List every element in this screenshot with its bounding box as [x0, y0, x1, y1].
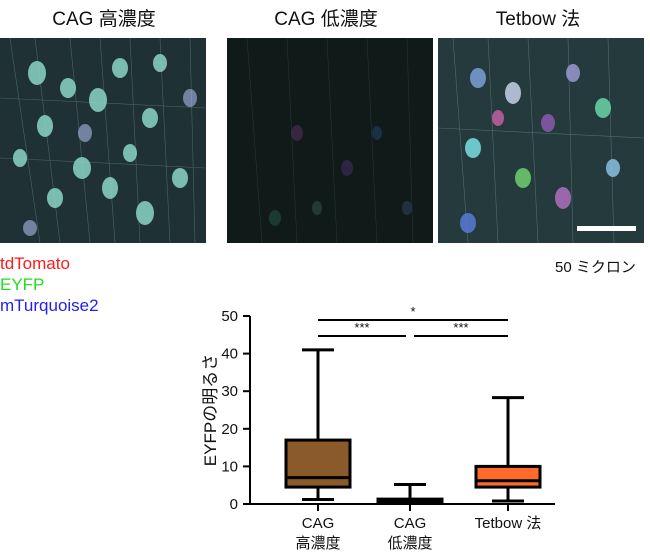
- scale-bar-label: 50 ミクロン: [555, 259, 636, 276]
- x-category-label: 低濃度: [387, 535, 432, 552]
- y-tick-label: 10: [221, 458, 238, 475]
- box: [284, 438, 352, 489]
- significance-label: ***: [354, 320, 369, 335]
- y-tick-label: 40: [221, 346, 238, 363]
- x-category-label: CAG: [302, 515, 335, 532]
- panel-title-cag-low: CAG 低濃度: [274, 9, 378, 30]
- micrograph-tetbow: [438, 38, 644, 243]
- y-axis-label: EYFPの明るさ: [201, 354, 220, 466]
- micrograph-cag-high: [0, 38, 206, 243]
- legend-mturquoise2: mTurquoise2: [0, 296, 99, 315]
- y-tick-label: 20: [221, 421, 238, 438]
- scale-bar: [577, 226, 636, 231]
- x-category-label: CAG: [394, 515, 427, 532]
- micrograph-cag-low: [227, 38, 433, 243]
- significance-label: *: [410, 304, 415, 319]
- x-category-label: 高濃度: [295, 535, 340, 552]
- eyfp-boxplot: 0 10 20 30 40 50 EYFPの明るさ CAG 高濃度 CAG 低濃度 Tetbow 法 *…: [201, 304, 555, 552]
- box: [474, 464, 542, 489]
- y-tick-label: 50: [221, 308, 238, 325]
- panel-title-cag-high: CAG 高濃度: [52, 9, 156, 30]
- x-category-label: Tetbow 法: [475, 515, 542, 532]
- panel-title-tetbow: Tetbow 法: [495, 9, 581, 30]
- y-tick-label: 30: [221, 383, 238, 400]
- legend-tdtomato: tdTomato: [0, 254, 70, 273]
- significance-label: ***: [453, 320, 468, 335]
- legend-eyfp: EYFP: [0, 275, 45, 294]
- y-tick-label: 0: [230, 496, 238, 513]
